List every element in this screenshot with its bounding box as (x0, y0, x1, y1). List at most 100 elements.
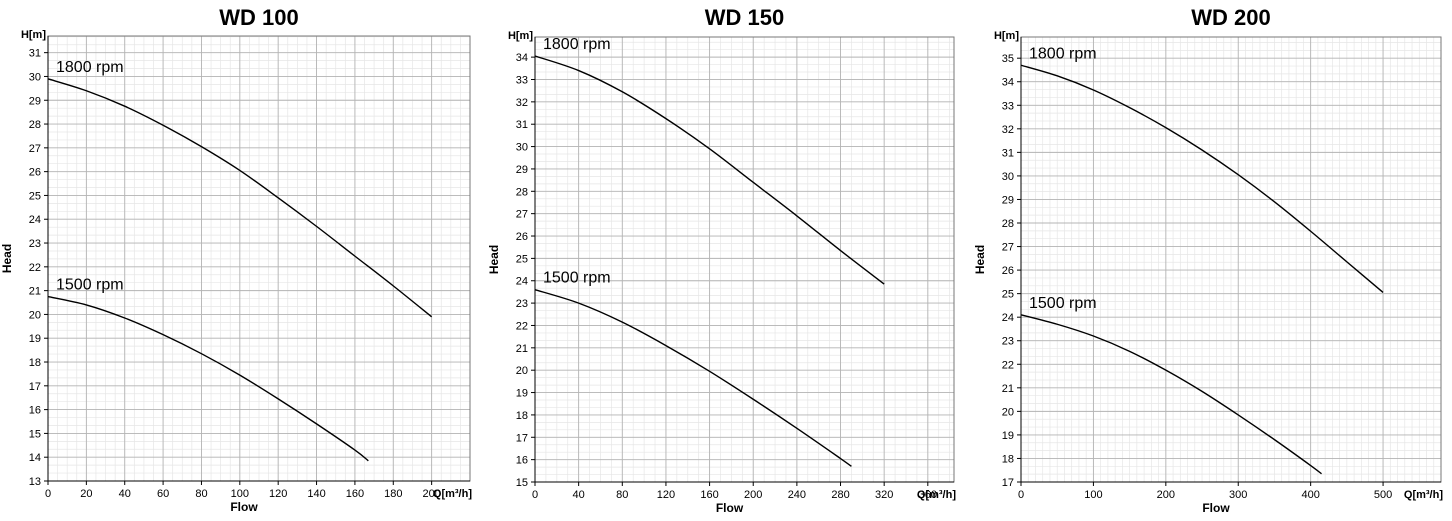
series-label: 1500 rpm (1029, 295, 1097, 312)
y-tick-label: 29 (1002, 194, 1014, 206)
series-label: 1500 rpm (543, 270, 611, 287)
y-tick-label: 31 (29, 48, 41, 60)
y-tick-label: 33 (516, 74, 528, 86)
x-tick-label: 160 (346, 488, 364, 500)
y-tick-label: 34 (516, 52, 528, 64)
y-tick-label: 14 (29, 452, 41, 464)
y-tick-label: 29 (29, 95, 41, 107)
x-axis-label: Flow (716, 501, 744, 515)
y-tick-label: 19 (1002, 430, 1014, 442)
series-line (534, 289, 852, 467)
series-line (1020, 64, 1384, 293)
x-tick-label: 20 (80, 488, 92, 500)
y-tick-label: 32 (516, 97, 528, 109)
y-tick-label: 13 (29, 476, 41, 488)
x-unit-label: Q[m³/h] (1404, 489, 1443, 501)
chart-panel: WD 200 0 100 200 300 400 500 17 18 19 20 21 22 23 24 25… (973, 5, 1443, 515)
y-tick-label: 28 (29, 119, 41, 131)
x-axis-label: Flow (1202, 501, 1230, 515)
y-tick-label: 30 (1002, 171, 1014, 183)
series-label: 1800 rpm (543, 36, 611, 53)
y-tick-label: 22 (29, 262, 41, 274)
y-tick-label: 30 (29, 71, 41, 83)
y-tick-label: 22 (1002, 359, 1014, 371)
x-tick-label: 200 (422, 488, 440, 500)
y-tick-label: 25 (29, 190, 41, 202)
y-tick-label: 19 (516, 388, 528, 400)
x-tick-label: 300 (1229, 489, 1247, 501)
y-tick-label: 31 (516, 119, 528, 131)
x-tick-label: 320 (875, 489, 893, 501)
x-tick-label: 40 (573, 489, 585, 501)
x-tick-label: 80 (616, 489, 628, 501)
y-tick-label: 21 (516, 343, 528, 355)
chart-panel: WD 150 0 40 80 120 160 200 240 280 320 360 15 16 17 18… (487, 5, 956, 515)
y-tick-label: 21 (29, 286, 41, 298)
x-unit-label: Q[m³/h] (433, 488, 472, 500)
y-tick-label: 17 (516, 432, 528, 444)
y-tick-label: 16 (29, 405, 41, 417)
series-line (47, 295, 369, 462)
x-tick-label: 0 (1018, 489, 1024, 501)
y-axis-label: Head (487, 245, 501, 274)
y-tick-label: 23 (516, 298, 528, 310)
y-tick-label: 17 (29, 381, 41, 393)
y-tick-label: 23 (29, 238, 41, 250)
y-tick-label: 32 (1002, 124, 1014, 136)
x-tick-label: 400 (1301, 489, 1319, 501)
x-tick-label: 200 (1157, 489, 1175, 501)
y-tick-label: 15 (29, 428, 41, 440)
series-label: 1800 rpm (56, 59, 124, 76)
series-label: 1800 rpm (1029, 45, 1097, 62)
y-tick-label: 27 (516, 209, 528, 221)
series-line (1020, 314, 1322, 475)
y-tick-label: 26 (29, 167, 41, 179)
y-tick-label: 15 (516, 477, 528, 489)
x-tick-label: 0 (532, 489, 538, 501)
y-tick-label: 20 (29, 309, 41, 321)
y-tick-label: 18 (1002, 453, 1014, 465)
y-unit-label: H[m] (994, 30, 1019, 42)
y-tick-label: 30 (516, 142, 528, 154)
x-tick-label: 500 (1374, 489, 1392, 501)
chart-title: WD 150 (705, 5, 784, 30)
x-tick-label: 160 (700, 489, 718, 501)
y-tick-label: 19 (29, 333, 41, 345)
y-tick-label: 17 (1002, 477, 1014, 489)
x-tick-label: 120 (269, 488, 287, 500)
y-tick-label: 26 (1002, 265, 1014, 277)
x-tick-label: 140 (307, 488, 325, 500)
x-tick-label: 100 (1084, 489, 1102, 501)
y-tick-label: 35 (1002, 53, 1014, 65)
y-tick-label: 20 (1002, 406, 1014, 418)
y-tick-label: 33 (1002, 100, 1014, 112)
y-tick-label: 29 (516, 164, 528, 176)
y-tick-label: 27 (1002, 242, 1014, 254)
y-tick-label: 23 (1002, 336, 1014, 348)
y-tick-label: 18 (29, 357, 41, 369)
series-line (534, 55, 885, 285)
x-tick-label: 0 (45, 488, 51, 500)
y-tick-label: 22 (516, 320, 528, 332)
x-tick-label: 180 (384, 488, 402, 500)
y-tick-label: 34 (1002, 77, 1014, 89)
x-tick-label: 80 (195, 488, 207, 500)
y-tick-label: 24 (1002, 312, 1014, 324)
x-unit-label: Q[m³/h] (917, 489, 956, 501)
x-tick-label: 280 (831, 489, 849, 501)
chart-title: WD 100 (219, 5, 298, 30)
chart-panel: WD 100 0 20 40 60 80 100 120 140 160 180 200 13 14 15 1… (0, 5, 472, 514)
chart-title: WD 200 (1191, 5, 1270, 30)
x-tick-label: 360 (919, 489, 937, 501)
y-tick-label: 24 (516, 276, 528, 288)
x-tick-label: 60 (157, 488, 169, 500)
y-axis-label: Head (0, 244, 14, 273)
y-tick-label: 21 (1002, 383, 1014, 395)
y-tick-label: 27 (29, 143, 41, 155)
y-unit-label: H[m] (21, 29, 46, 41)
y-tick-label: 24 (29, 214, 41, 226)
x-tick-label: 200 (744, 489, 762, 501)
series-label: 1500 rpm (56, 277, 124, 294)
y-axis-label: Head (973, 245, 987, 274)
